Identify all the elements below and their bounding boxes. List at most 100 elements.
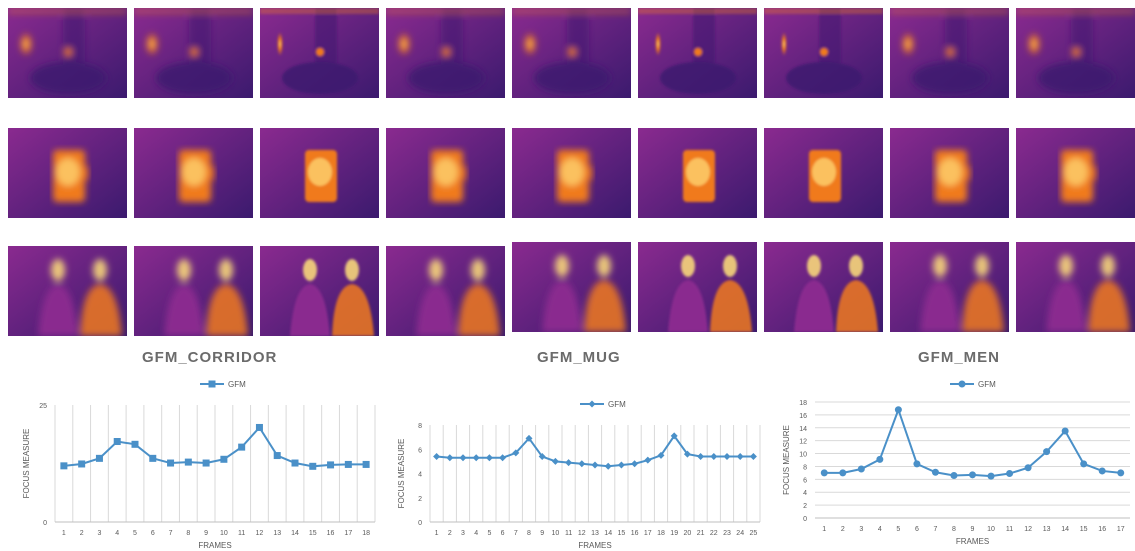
thermal-frame-mug-9: [1016, 128, 1135, 218]
data-point: [565, 459, 573, 467]
data-point: [78, 460, 86, 468]
y-axis-title: FOCUS MEASURE: [22, 429, 31, 499]
thermal-frame-mug-1: [8, 128, 127, 218]
x-tick-label: 11: [1006, 526, 1013, 533]
data-point: [749, 453, 757, 461]
data-point: [113, 438, 121, 446]
data-point: [1080, 460, 1088, 468]
data-point: [327, 461, 335, 469]
data-point: [459, 454, 467, 462]
legend-marker: [208, 380, 216, 388]
x-tick-label: 9: [971, 526, 975, 533]
y-tick-label: 6: [803, 477, 807, 484]
y-tick-label: 8: [803, 464, 807, 471]
x-tick-label: 3: [97, 530, 101, 537]
x-tick-label: 13: [1043, 526, 1051, 533]
legend-marker: [958, 380, 966, 388]
data-point: [876, 455, 884, 463]
x-tick-label: 11: [238, 530, 245, 537]
x-tick-label: 14: [291, 530, 299, 537]
x-tick-label: 13: [591, 530, 599, 537]
x-tick-label: 6: [915, 526, 919, 533]
x-tick-label: 17: [644, 530, 652, 537]
x-tick-label: 14: [1061, 526, 1069, 533]
y-tick-label: 0: [43, 520, 47, 527]
data-point: [131, 440, 139, 448]
thermal-frame-mug-5: [512, 128, 631, 218]
x-tick-label: 8: [186, 530, 190, 537]
data-point: [220, 455, 228, 463]
data-point: [499, 454, 507, 462]
thermal-frame-men-6: [638, 242, 757, 332]
data-point: [472, 454, 480, 462]
x-tick-label: 25: [750, 530, 758, 537]
data-point: [950, 471, 958, 479]
x-tick-label: 1: [822, 526, 826, 533]
x-tick-label: 4: [878, 526, 882, 533]
data-point: [820, 469, 828, 477]
x-tick-label: 10: [987, 526, 995, 533]
x-tick-label: 6: [151, 530, 155, 537]
x-axis-title: FRAMES: [198, 541, 231, 550]
x-tick-label: 12: [578, 530, 586, 537]
legend-label: GFM: [228, 380, 246, 389]
thermal-frame-mug-2: [134, 128, 253, 218]
data-point: [657, 451, 665, 459]
data-point: [604, 462, 612, 470]
data-point: [670, 432, 678, 440]
legend-label: GFM: [978, 380, 996, 389]
data-point: [683, 450, 691, 458]
chart-title-mug: GFM_MUG: [537, 349, 621, 366]
thermal-frame-corridor-3: [260, 8, 379, 98]
data-point: [723, 453, 731, 461]
data-point: [894, 406, 902, 414]
x-tick-label: 3: [859, 526, 863, 533]
data-point: [485, 454, 493, 462]
x-tick-label: 18: [657, 530, 665, 537]
data-point: [969, 471, 976, 479]
thermal-frame-corridor-6: [638, 8, 757, 98]
y-tick-label: 4: [418, 472, 422, 479]
data-point: [857, 465, 865, 473]
x-tick-label: 8: [527, 530, 531, 537]
y-tick-label: 2: [418, 496, 422, 503]
data-point: [1061, 427, 1069, 435]
thermal-frame-mug-6: [638, 128, 757, 218]
thermal-frame-corridor-1: [8, 8, 127, 98]
data-point: [538, 453, 546, 461]
data-point: [1117, 469, 1125, 477]
y-tick-label: 6: [418, 447, 422, 454]
x-tick-label: 24: [736, 530, 744, 537]
data-point: [1024, 464, 1032, 472]
x-tick-label: 17: [1117, 526, 1125, 533]
data-point: [95, 454, 103, 462]
thermal-frame-men-7: [764, 242, 883, 332]
data-point: [273, 452, 281, 460]
data-point: [839, 469, 847, 477]
x-tick-label: 12: [256, 530, 264, 537]
x-tick-label: 2: [80, 530, 84, 537]
legend-marker: [588, 400, 596, 408]
y-tick-label: 12: [799, 439, 807, 446]
thermal-frame-corridor-7: [764, 8, 883, 98]
data-point: [167, 459, 175, 467]
x-tick-label: 7: [514, 530, 518, 537]
y-axis-title: FOCUS MEASURE: [397, 439, 406, 509]
y-tick-label: 10: [799, 452, 807, 459]
data-point: [362, 460, 370, 468]
data-point: [551, 457, 559, 465]
x-tick-label: 18: [362, 530, 370, 537]
x-tick-label: 12: [1024, 526, 1032, 533]
x-tick-label: 16: [1098, 526, 1106, 533]
data-point: [184, 458, 192, 466]
thermal-frame-corridor-2: [134, 8, 253, 98]
data-point: [617, 461, 625, 469]
data-point: [149, 454, 157, 462]
data-point: [1006, 470, 1014, 478]
x-axis-title: FRAMES: [956, 537, 989, 546]
data-point: [446, 454, 454, 462]
x-tick-label: 15: [618, 530, 626, 537]
x-tick-label: 22: [710, 530, 718, 537]
